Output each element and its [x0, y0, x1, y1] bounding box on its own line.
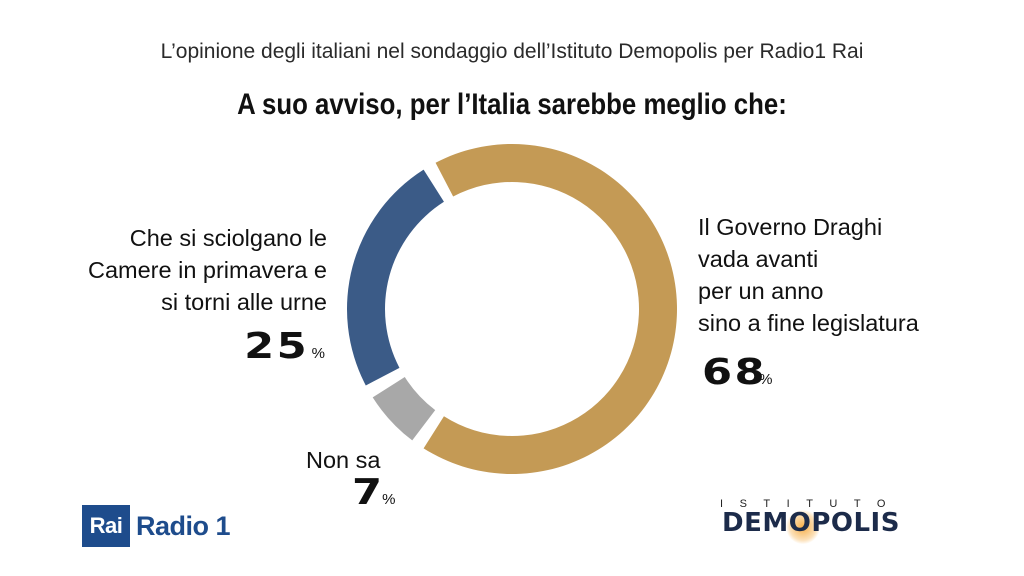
label-draghi-line-1: Il Governo Draghi — [698, 214, 883, 240]
pct-draghi-sign: % — [759, 371, 773, 388]
demopolis-sun-icon — [786, 510, 820, 544]
pct-draghi-value: 68 — [702, 352, 767, 393]
pct-urne: 25% — [244, 326, 325, 367]
pct-non-sa: 7% — [352, 472, 395, 513]
chart-question-title: A suo avviso, per l’Italia sarebbe megli… — [237, 88, 787, 121]
demopolis-logo: ISTITUTO DEMOPOLIS — [686, 498, 936, 548]
rai-radio1-logo: Rai Radio 1 — [82, 505, 231, 547]
pct-draghi: 68% — [702, 352, 772, 393]
chart-subtitle: L’opinione degli italiani nel sondaggio … — [160, 40, 864, 63]
donut-slice-non-sa — [372, 377, 436, 441]
label-draghi: Il Governo Draghi vada avanti per un ann… — [698, 211, 1018, 339]
rai-logo-box: Rai — [82, 505, 130, 547]
label-urne: Che si sciolgano le Camere in primavera … — [0, 222, 327, 318]
label-non-sa-line-1: Non sa — [306, 447, 381, 473]
label-urne-line-1: Che si sciolgano le — [129, 225, 327, 251]
pct-urne-sign: % — [311, 345, 325, 362]
donut-slice-urne — [346, 169, 444, 386]
demopolis-name-text: DEMOPOLIS — [722, 508, 900, 538]
label-draghi-line-4: sino a fine legislatura — [698, 310, 919, 336]
donut-slice-draghi — [423, 143, 677, 474]
pct-urne-value: 25 — [243, 326, 309, 367]
pct-non-sa-value: 7 — [352, 472, 385, 513]
label-non-sa: Non sa — [306, 444, 416, 476]
label-draghi-line-3: per un anno — [698, 278, 824, 304]
label-urne-line-3: si torni alle urne — [161, 289, 327, 315]
label-urne-line-2: Camere in primavera e — [87, 257, 327, 283]
demopolis-istituto-text: ISTITUTO — [720, 498, 902, 510]
label-draghi-line-2: vada avanti — [698, 246, 819, 272]
radio1-logo-text: Radio 1 — [136, 510, 231, 541]
pct-non-sa-sign: % — [382, 491, 396, 508]
